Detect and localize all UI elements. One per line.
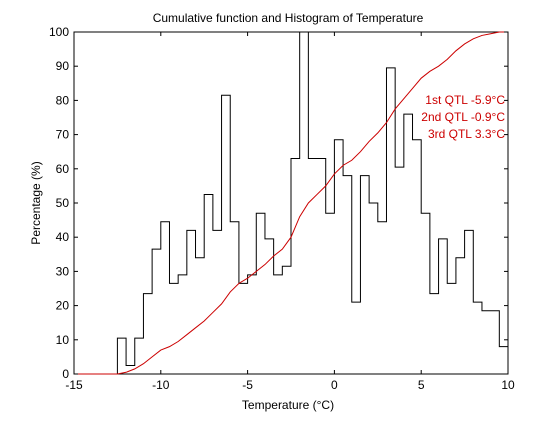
x-tick-label: -10 <box>152 378 170 392</box>
y-tick-label: 40 <box>56 230 70 244</box>
y-tick-label: 0 <box>62 367 69 381</box>
quartile-annotation: 2nd QTL -0.9°C <box>421 110 505 124</box>
y-tick-label: 10 <box>56 333 70 347</box>
x-tick-label: 5 <box>418 378 425 392</box>
cumulative-curve-series <box>74 31 508 375</box>
y-tick-label: 60 <box>56 162 70 176</box>
y-tick-label: 80 <box>56 93 70 107</box>
y-tick-label: 30 <box>56 264 70 278</box>
y-tick-label: 100 <box>49 25 69 39</box>
y-axis-label: Percentage (%) <box>29 161 43 244</box>
x-tick-marks <box>73 32 509 374</box>
annotations: 1st QTL -5.9°C 2nd QTL -0.9°C 3rd QTL 3.3°… <box>421 93 505 141</box>
y-tick-marks <box>74 31 508 375</box>
x-tick-label: -5 <box>242 378 253 392</box>
x-tick-labels: -15 -10 -5 0 5 10 <box>65 378 515 392</box>
x-axis-label: Temperature (°C) <box>242 398 334 412</box>
histogram-step-series <box>74 31 508 375</box>
plot-area: -15 -10 -5 0 5 10 0 10 20 30 40 50 60 70 80 90 100 1st … <box>49 25 515 392</box>
y-tick-label: 50 <box>56 196 70 210</box>
y-tick-label: 90 <box>56 59 70 73</box>
x-tick-label: 0 <box>331 378 338 392</box>
x-tick-label: 10 <box>501 378 515 392</box>
quartile-annotation: 1st QTL -5.9°C <box>425 93 505 107</box>
y-tick-label: 70 <box>56 128 70 142</box>
chart-title: Cumulative function and Histogram of Tem… <box>153 11 424 25</box>
y-tick-labels: 0 10 20 30 40 50 60 70 80 90 100 <box>49 25 69 381</box>
series-layer <box>74 31 508 375</box>
x-tick-label: -15 <box>65 378 83 392</box>
y-tick-label: 20 <box>56 299 70 313</box>
quartile-annotation: 3rd QTL 3.3°C <box>428 127 505 141</box>
